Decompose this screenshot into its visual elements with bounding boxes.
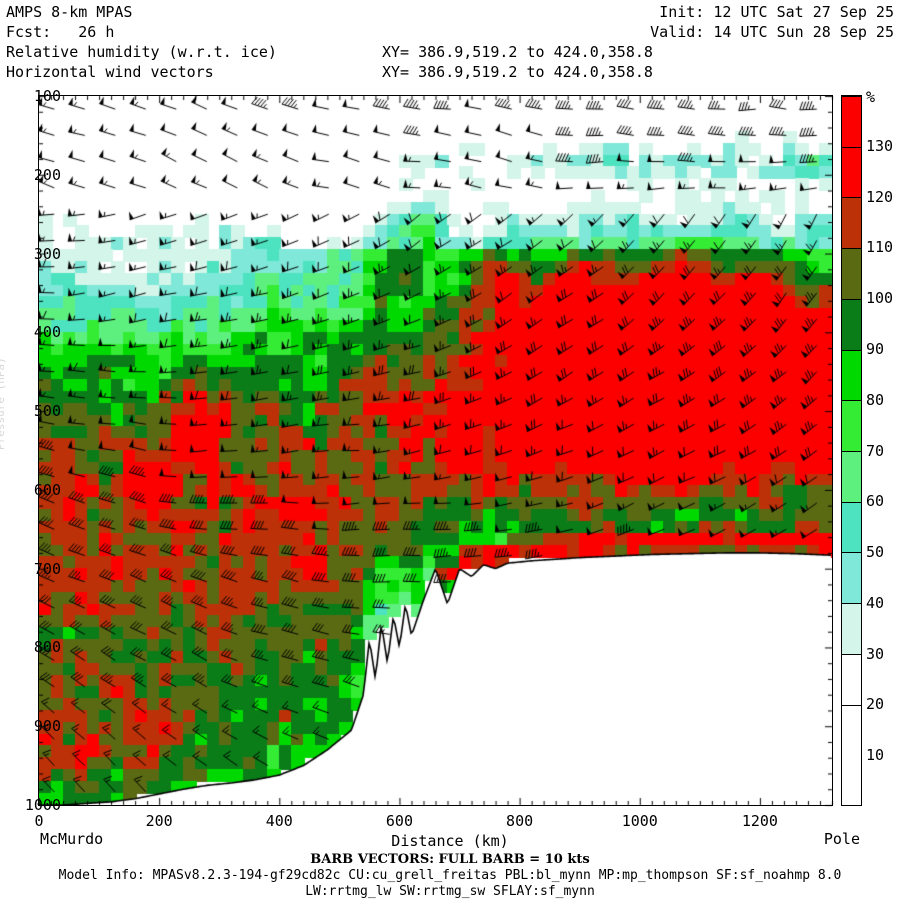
xy-endpoints-humidity: XY= 386.9,519.2 to 424.0,358.8 bbox=[382, 43, 653, 61]
colorbar-band bbox=[842, 298, 861, 350]
y-tick-label: 900 bbox=[33, 717, 61, 736]
colorbar-band bbox=[842, 501, 861, 553]
relative-humidity-field-canvas bbox=[39, 96, 832, 805]
y-tick-label: 500 bbox=[33, 402, 61, 421]
init-time: Init: 12 UTC Sat 27 Sep 25 bbox=[659, 3, 894, 21]
x-tick-label: 800 bbox=[506, 812, 534, 830]
colorbar-tick-label: 120 bbox=[866, 187, 894, 206]
colorbar-tick-label: 80 bbox=[866, 390, 885, 409]
colorbar-band bbox=[842, 146, 861, 198]
colorbar-units-label: % bbox=[866, 88, 876, 106]
y-tick-label: 200 bbox=[33, 165, 61, 184]
y-tick-label: 700 bbox=[33, 559, 61, 578]
cross-section-plot bbox=[38, 95, 833, 806]
colorbar-band bbox=[842, 755, 861, 805]
y-tick-label: 800 bbox=[33, 638, 61, 657]
colorbar-band bbox=[842, 603, 861, 654]
model-info-line-2: LW:rrtmg_lw SW:rrtmg_sw SFLAY:sf_mynn bbox=[305, 884, 595, 899]
colorbar-band bbox=[842, 197, 861, 249]
colorbar-tick-label: 110 bbox=[866, 238, 894, 257]
colorbar-tick-label: 50 bbox=[866, 543, 885, 562]
model-info-line-1: Model Info: MPASv8.2.3-194-gf29cd82c CU:… bbox=[58, 868, 842, 883]
x-tick-label: 600 bbox=[385, 812, 413, 830]
colorbar-band bbox=[842, 450, 861, 502]
colorbar bbox=[841, 95, 862, 806]
y-tick-label: 100 bbox=[33, 87, 61, 105]
colorbar-tick-label: 20 bbox=[866, 695, 885, 714]
x-tick-label: 1000 bbox=[621, 812, 658, 830]
x-tick-label: 1200 bbox=[741, 812, 778, 830]
x-tick-label: 0 bbox=[34, 812, 44, 830]
barb-vector-legend: BARB VECTORS: FULL BARB = 10 kts bbox=[310, 852, 590, 867]
xy-endpoints-wind: XY= 386.9,519.2 to 424.0,358.8 bbox=[382, 63, 653, 81]
colorbar-tick-label: 40 bbox=[866, 593, 885, 612]
x-tick-label: 400 bbox=[265, 812, 293, 830]
model-title: AMPS 8-km MPAS bbox=[6, 3, 133, 21]
x-axis-title: Distance (km) bbox=[391, 832, 509, 850]
forecast-hour: Fcst: 26 h bbox=[6, 23, 115, 41]
valid-time: Valid: 14 UTC Sun 28 Sep 25 bbox=[650, 23, 894, 41]
colorbar-band bbox=[842, 248, 861, 299]
y-tick-label: 300 bbox=[33, 244, 61, 263]
colorbar-tick-label: 60 bbox=[866, 492, 885, 511]
colorbar-band bbox=[842, 653, 861, 705]
field-name-humidity: Relative humidity (w.r.t. ice) bbox=[6, 43, 277, 61]
x-tick-label: 200 bbox=[145, 812, 173, 830]
colorbar-band bbox=[842, 349, 861, 401]
field-name-wind: Horizontal wind vectors bbox=[6, 63, 214, 81]
colorbar-tick-label: 10 bbox=[866, 746, 885, 765]
colorbar-band bbox=[842, 95, 861, 147]
colorbar-tick-label: 130 bbox=[866, 136, 894, 155]
colorbar-band bbox=[842, 704, 861, 756]
colorbar-band bbox=[842, 400, 861, 451]
y-tick-label: 600 bbox=[33, 480, 61, 499]
colorbar-band bbox=[842, 552, 861, 604]
y-axis-title: Pressure (hPa) bbox=[0, 357, 7, 450]
colorbar-tick-label: 30 bbox=[866, 644, 885, 663]
y-tick-label: 400 bbox=[33, 323, 61, 342]
colorbar-tick-label: 90 bbox=[866, 339, 885, 358]
colorbar-tick-label: 70 bbox=[866, 441, 885, 460]
colorbar-tick-label: 100 bbox=[866, 289, 894, 308]
